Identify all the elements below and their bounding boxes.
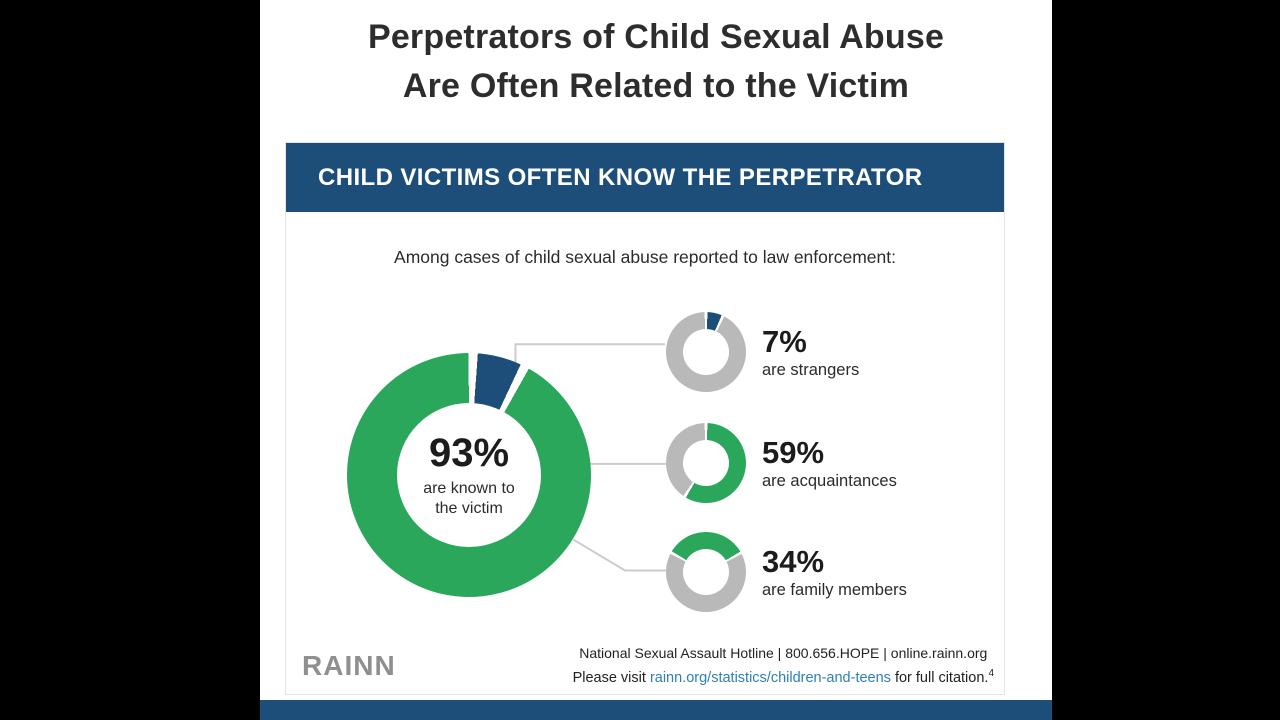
card-header: CHILD VICTIMS OFTEN KNOW THE PERPETRATOR [286,143,1004,212]
connector-lines [514,343,670,572]
strangers-value: 7% [762,324,807,359]
stat-row-acquaintances: 59% are acquaintances [666,423,897,503]
infographic-card: CHILD VICTIMS OFTEN KNOW THE PERPETRATOR… [285,142,1005,695]
strangers-donut-chart [666,312,746,392]
family-members-donut-hole [683,549,729,595]
main-donut-chart: 93% are known to the victim [347,353,591,597]
page-title-line1: Perpetrators of Child Sexual Abuse [367,18,945,56]
card-header-title: CHILD VICTIMS OFTEN KNOW THE PERPETRATOR [318,163,923,191]
main-donut-label-line2: the victim [435,500,503,517]
infographic-page: Perpetrators of Child Sexual Abuse Are Of… [260,0,1052,720]
stat-row-strangers: 7% are strangers [666,312,859,392]
citation-link: rainn.org/statistics/children-and-teens [649,670,891,686]
main-donut-label-line1: are known to [423,480,515,497]
family-members-value: 34% [762,544,825,579]
main-donut-value: 93% [428,431,510,475]
chart-subtitle: Among cases of child sexual abuse report… [394,247,896,267]
main-donut-hole: 93% are known to the victim [397,403,541,547]
strangers-donut-hole [683,329,729,375]
acquaintances-label: are acquaintances [762,472,897,490]
card-footer: National Sexual Assault Hotline | 800.65… [573,645,994,686]
acquaintances-donut-hole [683,440,729,486]
citation-prefix: Please visit [572,670,650,686]
page-title: Perpetrators of Child Sexual Abuse Are Of… [260,13,1052,111]
stat-text: 7% are strangers [762,324,859,380]
stat-text: 59% are acquaintances [762,435,897,491]
rainn-logo: RAINN [302,650,396,681]
hotline-text: National Sexual Assault Hotline | 800.65… [579,645,988,662]
strangers-label: are strangers [762,361,860,379]
family-members-label: are family members [762,581,907,599]
family-members-donut-chart [666,532,746,612]
stat-row-family-members: 34% are family members [666,532,907,612]
citation-superscript: 4 [988,668,994,680]
stat-text: 34% are family members [762,544,907,600]
acquaintances-donut-chart [666,423,746,503]
page-title-line2: Are Often Related to the Victim [402,67,910,105]
citation-text: Please visit rainn.org/statistics/childr… [573,668,994,686]
citation-suffix: for full citation. [890,670,989,686]
bottom-accent-bar [260,700,1052,720]
main-donut-label: are known to the victim [423,479,515,519]
acquaintances-value: 59% [762,435,825,470]
